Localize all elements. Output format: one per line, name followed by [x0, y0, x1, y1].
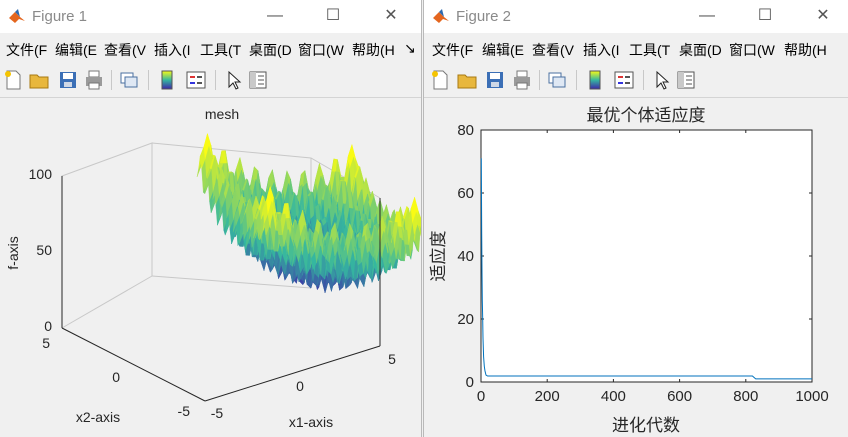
- property-inspector-icon[interactable]: [247, 69, 269, 91]
- z-tick-label: 50: [36, 242, 52, 258]
- figure-2-window: Figure 2 — ☐ ✕ 文件(F 编辑(E 查看(V 插入(I 工具(T …: [423, 0, 848, 437]
- y-tick-label: 40: [457, 248, 474, 265]
- legend-icon[interactable]: [613, 69, 635, 91]
- title-bar[interactable]: Figure 1 — ☐ ✕: [0, 0, 421, 33]
- x-tick-label: -5: [211, 405, 224, 421]
- surface-plot: mesh 100 50 0 f-axis 5 0 -5 x2-axis -5 0…: [5, 106, 421, 430]
- menu-overflow-icon[interactable]: ↘: [404, 40, 416, 56]
- x-axis-label: 进化代数: [612, 416, 680, 435]
- z-axis-label: f-axis: [5, 236, 21, 269]
- y-tick-label: 80: [457, 122, 474, 139]
- menu-help[interactable]: 帮助(H: [352, 42, 395, 58]
- menu-insert[interactable]: 插入(I: [583, 42, 620, 58]
- plot-area: [480, 129, 813, 383]
- open-file-icon[interactable]: [456, 69, 478, 91]
- select-arrow-icon[interactable]: [650, 69, 672, 91]
- link-plot-icon[interactable]: [118, 69, 140, 91]
- chart-title: 最优个体适应度: [587, 106, 706, 125]
- window-title: Figure 2: [456, 8, 512, 25]
- axis-ticks: 0 200 400 600 800 1000 0 20 40 60 80: [457, 122, 828, 405]
- property-inspector-icon[interactable]: [675, 69, 697, 91]
- x-axis-label: x1-axis: [289, 414, 333, 430]
- menu-tools[interactable]: 工具(T: [629, 42, 671, 58]
- toolbar: [424, 63, 848, 98]
- y-tick-label: 0: [112, 369, 120, 385]
- surface-mesh: [196, 133, 421, 293]
- x-tick-label: 200: [535, 388, 560, 405]
- new-figure-icon[interactable]: [429, 69, 451, 91]
- matlab-logo-icon: [433, 9, 449, 23]
- menu-help[interactable]: 帮助(H: [784, 42, 827, 58]
- window-title: Figure 1: [32, 8, 88, 25]
- menu-edit[interactable]: 编辑(E: [482, 42, 524, 58]
- fitness-line: [480, 158, 812, 380]
- menu-window[interactable]: 窗口(W: [729, 42, 775, 58]
- colorbar-icon[interactable]: [156, 69, 178, 91]
- toolbar: [0, 63, 421, 98]
- menu-window[interactable]: 窗口(W: [298, 42, 344, 58]
- menu-file[interactable]: 文件(F: [432, 42, 474, 58]
- menu-tools[interactable]: 工具(T: [200, 42, 242, 58]
- minimize-button[interactable]: —: [699, 7, 715, 24]
- close-button[interactable]: ✕: [816, 7, 830, 24]
- link-plot-icon[interactable]: [546, 69, 568, 91]
- menu-edit[interactable]: 编辑(E: [55, 42, 97, 58]
- x-tick-label: 800: [733, 388, 758, 405]
- y-tick-label: 5: [42, 335, 50, 351]
- toolbar-separator: [215, 70, 216, 90]
- toolbar-separator: [111, 70, 112, 90]
- save-icon[interactable]: [57, 69, 79, 91]
- x-tick-label: 0: [296, 378, 304, 394]
- x-tick-label: 1000: [795, 388, 828, 405]
- toolbar-separator: [576, 70, 577, 90]
- figure-2-canvas: 0 200 400 600 800 1000 0 20 40 60 80 最优个体适应度 进化代数 …: [424, 98, 848, 437]
- menu-view[interactable]: 查看(V: [532, 42, 574, 58]
- y-axis-label: x2-axis: [76, 409, 120, 425]
- select-arrow-icon[interactable]: [222, 69, 244, 91]
- toolbar-separator: [643, 70, 644, 90]
- y-axis-label: 适应度: [429, 231, 448, 282]
- menu-desktop[interactable]: 桌面(D: [249, 42, 292, 58]
- z-tick-label: 100: [29, 166, 53, 182]
- plot-title: mesh: [205, 106, 239, 122]
- open-file-icon[interactable]: [28, 69, 50, 91]
- y-tick-label: 60: [457, 185, 474, 202]
- x-tick-label: 0: [477, 388, 485, 405]
- menu-bar: 文件(F 编辑(E 查看(V 插入(I 工具(T 桌面(D 窗口(W 帮助(H …: [0, 37, 421, 61]
- colorbar-icon[interactable]: [584, 69, 606, 91]
- save-icon[interactable]: [484, 69, 506, 91]
- toolbar-separator: [148, 70, 149, 90]
- y-tick-label: 20: [457, 311, 474, 328]
- print-icon[interactable]: [511, 69, 533, 91]
- maximize-button[interactable]: ☐: [325, 7, 341, 24]
- z-tick-label: 0: [44, 318, 52, 334]
- close-button[interactable]: ✕: [384, 7, 398, 24]
- matlab-logo-icon: [9, 9, 25, 23]
- menu-view[interactable]: 查看(V: [104, 42, 146, 58]
- menu-file[interactable]: 文件(F: [6, 42, 48, 58]
- axes-front: [61, 176, 381, 402]
- y-tick-label: -5: [178, 403, 191, 419]
- x-tick-label: 400: [601, 388, 626, 405]
- menu-desktop[interactable]: 桌面(D: [679, 42, 722, 58]
- toolbar-separator: [539, 70, 540, 90]
- menu-insert[interactable]: 插入(I: [154, 42, 191, 58]
- y-tick-label: 0: [466, 374, 474, 391]
- figure-1-window: Figure 1 — ☐ ✕ 文件(F 编辑(E 查看(V 插入(I 工具(T …: [0, 0, 422, 437]
- new-figure-icon[interactable]: [2, 69, 24, 91]
- minimize-button[interactable]: —: [267, 7, 283, 24]
- maximize-button[interactable]: ☐: [757, 7, 773, 24]
- title-bar[interactable]: Figure 2 — ☐ ✕: [424, 0, 848, 33]
- x-tick-label: 600: [667, 388, 692, 405]
- print-icon[interactable]: [83, 69, 105, 91]
- menu-bar: 文件(F 编辑(E 查看(V 插入(I 工具(T 桌面(D 窗口(W 帮助(H: [424, 37, 848, 61]
- figure-1-canvas: mesh 100 50 0 f-axis 5 0 -5 x2-axis -5 0…: [0, 98, 421, 437]
- series-layer: [480, 158, 812, 380]
- legend-icon[interactable]: [185, 69, 207, 91]
- x-tick-label: 5: [388, 351, 396, 367]
